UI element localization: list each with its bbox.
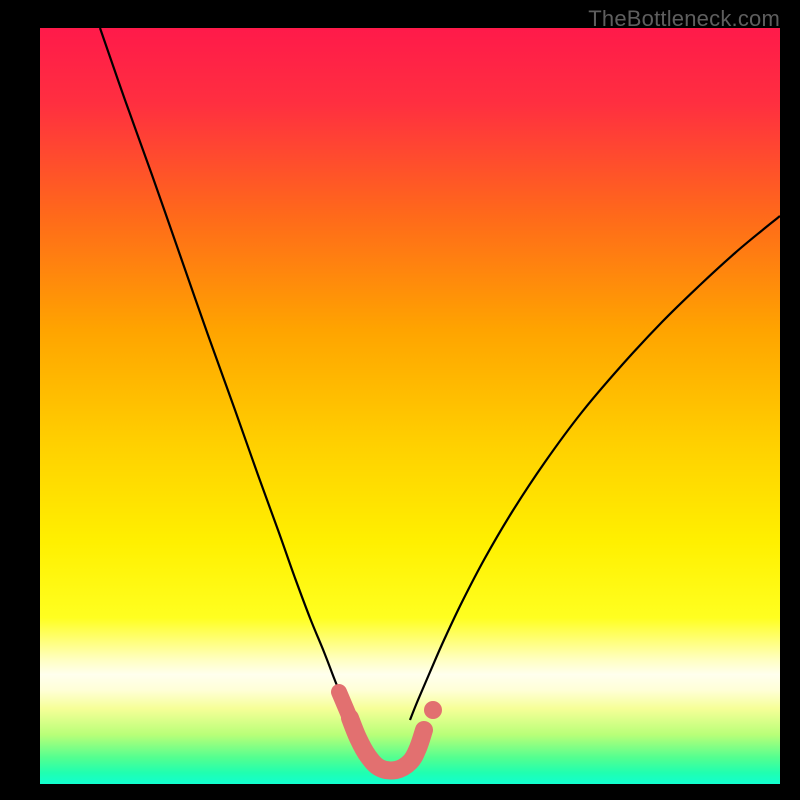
- gradient-background: [40, 28, 780, 784]
- watermark-text: TheBottleneck.com: [588, 6, 780, 32]
